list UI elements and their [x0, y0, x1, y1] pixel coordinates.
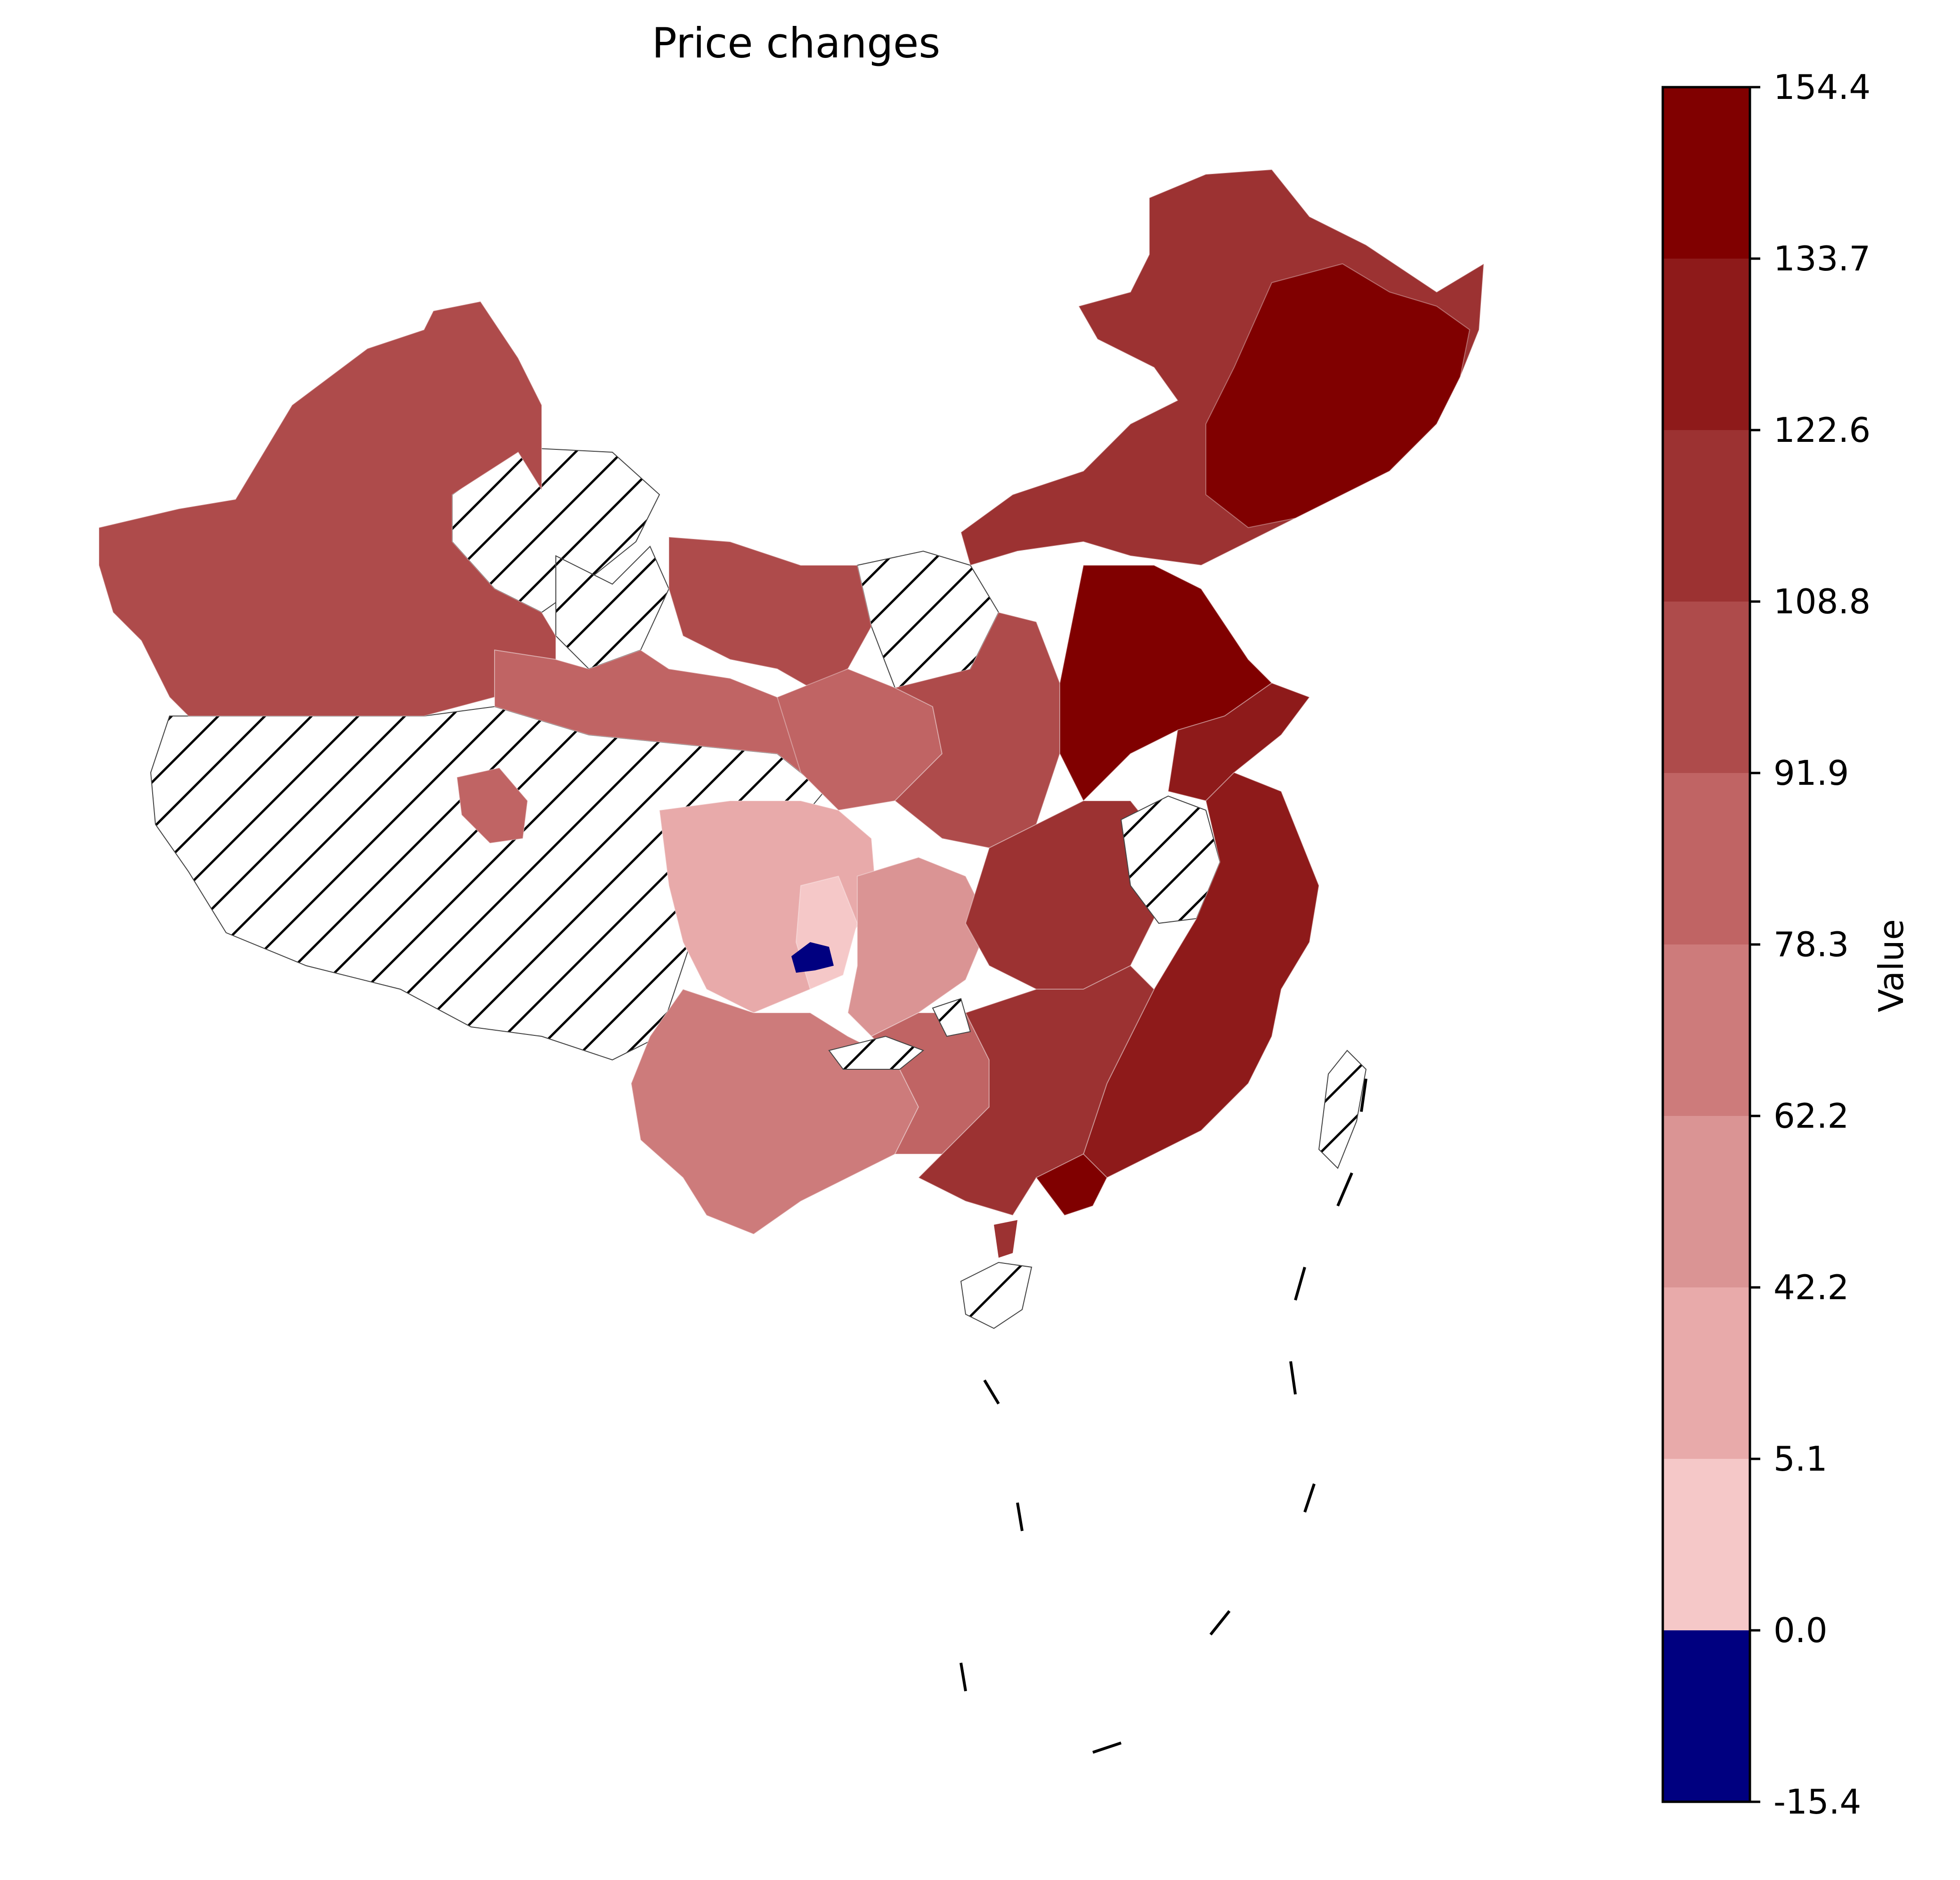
colorbar-segment — [1663, 1116, 1750, 1288]
colorbar-segment — [1663, 773, 1750, 945]
region-sichuan-east — [847, 856, 990, 1037]
region-mongolia-nodata — [555, 545, 670, 670]
map-title: Price changes — [651, 19, 941, 67]
colorbar-tick-label: 133.7 — [1773, 239, 1871, 278]
colorbar-segment — [1663, 430, 1750, 602]
region-xinjiang — [98, 301, 556, 716]
colorbar-tick-label: 122.6 — [1773, 410, 1871, 450]
colorbar-tick-label: 62.2 — [1773, 1096, 1849, 1136]
region-hainan-nodata — [960, 1261, 1033, 1329]
region-qinghai-enclave — [456, 767, 529, 844]
colorbar-segment — [1663, 944, 1750, 1116]
colorbar-tick-label: 78.3 — [1773, 925, 1849, 964]
region-central-china — [965, 800, 1169, 990]
colorbar-segment — [1663, 87, 1750, 259]
region-taiwan-nodata — [1318, 1050, 1367, 1169]
colorbar-tick-label: -15.4 — [1773, 1782, 1861, 1822]
colorbar: 154.4 133.7 122.6 108.8 91.9 78.3 62.2 42.2 5.1 0… — [1661, 67, 1871, 1822]
colorbar-segment — [1663, 1287, 1750, 1459]
colorbar-tick-label: 0.0 — [1773, 1611, 1828, 1650]
colorbar-label: Value — [1871, 919, 1911, 1012]
region-shandong — [1167, 682, 1310, 802]
colorbar-segment — [1663, 259, 1750, 431]
colorbar-segment — [1663, 1459, 1750, 1631]
region-leizhou — [994, 1220, 1017, 1258]
region-chongqing-nodata — [828, 1035, 924, 1070]
region-gansu — [668, 536, 872, 689]
colorbar-segment — [1663, 1630, 1750, 1802]
region-hunan-nodata — [932, 998, 971, 1037]
colorbar-tick-label: 108.8 — [1773, 582, 1871, 621]
dash-line — [960, 1078, 1367, 1754]
region-guangdong-coast — [1035, 1153, 1108, 1216]
colorbar-tick-label: 42.2 — [1773, 1268, 1849, 1307]
colorbar-tick-label: 154.4 — [1773, 67, 1871, 107]
colorbar-tick-label: 91.9 — [1773, 753, 1849, 793]
region-dongbei-core — [1205, 263, 1471, 529]
region-negative — [791, 942, 834, 973]
colorbar-segment — [1663, 602, 1750, 773]
colorbar-tick-label: 5.1 — [1773, 1439, 1828, 1479]
